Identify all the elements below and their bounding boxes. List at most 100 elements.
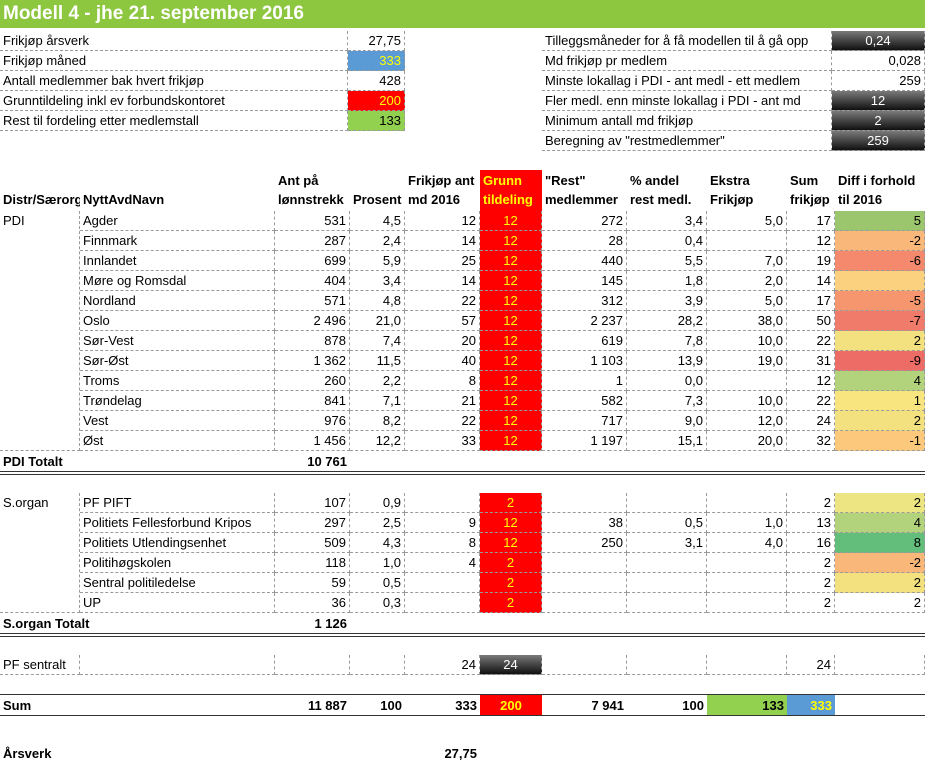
table-cell: 4,0 (707, 533, 787, 553)
summary-value: 27,75 (348, 31, 405, 51)
table-cell: 22 (405, 411, 480, 431)
table-cell: -1 (835, 431, 925, 451)
table-cell: 0,5 (350, 573, 405, 593)
table-cell: 12 (480, 411, 542, 431)
table-cell: 19 (787, 251, 835, 271)
table-cell (405, 593, 480, 613)
table-cell: 12 (480, 311, 542, 331)
table-cell: 287 (275, 231, 350, 251)
unit-name: Oslo (80, 311, 275, 331)
table-cell (542, 573, 627, 593)
table-cell: 12 (480, 391, 542, 411)
table-cell: 24 (787, 655, 835, 675)
table-cell: 15,1 (627, 431, 707, 451)
table-cell (80, 743, 275, 763)
summary-value: 428 (348, 71, 405, 91)
table-cell: 5,9 (350, 251, 405, 271)
table-cell: 20,0 (707, 431, 787, 451)
table-cell: 10,0 (707, 331, 787, 351)
table-cell: 59 (275, 573, 350, 593)
table-cell: 7,3 (627, 391, 707, 411)
table-cell: 7,0 (707, 251, 787, 271)
double-rule (0, 471, 925, 475)
summary-label: Minimum antall md frikjøp (542, 111, 832, 131)
table-cell (275, 743, 350, 763)
table-cell: 7 941 (591, 697, 624, 713)
table-cell: 11 887 (307, 697, 347, 713)
unit-name: Nordland (80, 291, 275, 311)
unit-name: Sør-Øst (80, 351, 275, 371)
table-cell: -5 (835, 291, 925, 311)
double-rule (0, 633, 925, 637)
table-cell: 1,0 (707, 513, 787, 533)
table-cell: 12,0 (707, 411, 787, 431)
column-header: Ant på lønnstrekk (278, 173, 344, 207)
table-cell: 5 (835, 211, 925, 231)
unit-name: Politiets Fellesforbund Kripos (80, 513, 275, 533)
table-cell: 717 (542, 411, 627, 431)
table-cell: 32 (787, 431, 835, 451)
table-cell: 297 (275, 513, 350, 533)
table-cell (405, 493, 480, 513)
table-cell: 2 (835, 493, 925, 513)
unit-name: Politiets Utlendingsenhet (80, 533, 275, 553)
table-cell: 10,0 (707, 391, 787, 411)
table-cell: 12 (405, 211, 480, 231)
table-cell: 976 (275, 411, 350, 431)
total-label: PDI Totalt (3, 453, 63, 469)
table-cell: 4,3 (350, 533, 405, 553)
group-name: S.organ (0, 493, 80, 613)
table-cell (80, 655, 275, 675)
table-cell (542, 593, 627, 613)
summary-label: Md frikjøp pr medlem (542, 51, 832, 71)
table-cell: 12 (480, 291, 542, 311)
table-cell: 2 (835, 593, 925, 613)
table-cell: 619 (542, 331, 627, 351)
table-cell: 2 (480, 493, 542, 513)
total-value: 1 126 (314, 615, 347, 631)
table-cell (835, 743, 925, 763)
table-cell: 0,3 (350, 593, 405, 613)
table-cell: 14 (405, 271, 480, 291)
table-cell: 27,75 (444, 745, 477, 761)
table-cell: 24 (480, 655, 542, 675)
summary-value: 133 (348, 111, 405, 131)
column-header: Diff i forhold til 2016 (838, 173, 916, 207)
table-cell (707, 743, 787, 763)
table-cell (350, 655, 405, 675)
table-cell: 57 (405, 311, 480, 331)
table-cell: 133 (707, 695, 787, 715)
table-cell: 2 (480, 553, 542, 573)
table-cell: 28,2 (627, 311, 707, 331)
table-cell: 24 (405, 655, 480, 675)
table-cell: 2,4 (350, 231, 405, 251)
column-header: Grunn tildeling (480, 170, 542, 211)
summary-label: Frikjøp måned (0, 51, 348, 71)
table-cell (542, 553, 627, 573)
summary-label: Frikjøp årsverk (0, 31, 348, 51)
table-cell: 4,5 (350, 211, 405, 231)
table-cell: 13 (787, 513, 835, 533)
table-cell: 33 (405, 431, 480, 451)
table-cell: 333 (455, 697, 477, 713)
table-cell: -6 (835, 251, 925, 271)
table-cell: 19,0 (707, 351, 787, 371)
table-cell: 7,4 (350, 331, 405, 351)
table-cell: 12 (787, 371, 835, 391)
table-cell (350, 743, 405, 763)
table-cell (627, 553, 707, 573)
table-cell: 17 (787, 291, 835, 311)
table-cell: 107 (275, 493, 350, 513)
table-cell: 2,5 (350, 513, 405, 533)
table-cell: 8,2 (350, 411, 405, 431)
summary-label: Minste lokallag i PDI - ant medl - ett m… (542, 71, 832, 91)
table-cell (835, 655, 925, 675)
summary-label: Beregning av "restmedlemmer" (542, 131, 832, 151)
table-cell: 7,1 (350, 391, 405, 411)
table-cell (707, 573, 787, 593)
unit-name: Agder (80, 211, 275, 231)
summary-label: Antall medlemmer bak hvert frikjøp (0, 71, 348, 91)
table-cell: 16 (787, 533, 835, 553)
table-cell: 12 (480, 351, 542, 371)
table-cell: 22 (405, 291, 480, 311)
